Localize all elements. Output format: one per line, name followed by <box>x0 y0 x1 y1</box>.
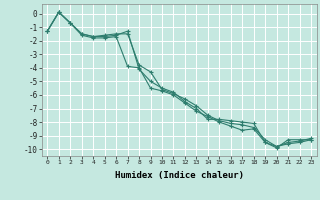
X-axis label: Humidex (Indice chaleur): Humidex (Indice chaleur) <box>115 171 244 180</box>
